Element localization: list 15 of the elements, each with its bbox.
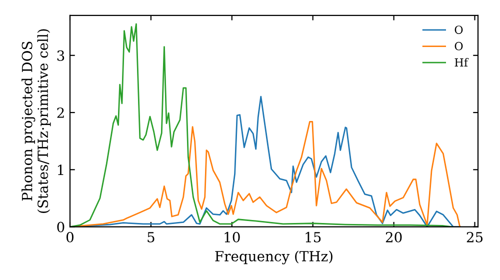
- x-tick-label: 10: [224, 232, 240, 242]
- y-tick-label: 3: [57, 50, 64, 61]
- x-tick-label: 25: [466, 232, 483, 242]
- legend-label: O: [454, 42, 463, 50]
- legend-label: O: [454, 26, 463, 34]
- y-axis-title: Phonon projected DOS (States/THz·primitive cell): [22, 29, 51, 213]
- y-tick-label: 1: [58, 164, 64, 175]
- y-tick-label: 2: [57, 108, 64, 118]
- x-tick-label: 15: [306, 232, 321, 242]
- x-tick-label: 5: [148, 232, 154, 242]
- x-axis-title: Frequency (THz): [215, 250, 332, 264]
- x-tick-label: 20: [386, 232, 402, 242]
- y-tick-label: 0: [57, 222, 64, 232]
- x-tick-label: 0: [66, 232, 74, 242]
- legend-label: Hf: [454, 58, 469, 66]
